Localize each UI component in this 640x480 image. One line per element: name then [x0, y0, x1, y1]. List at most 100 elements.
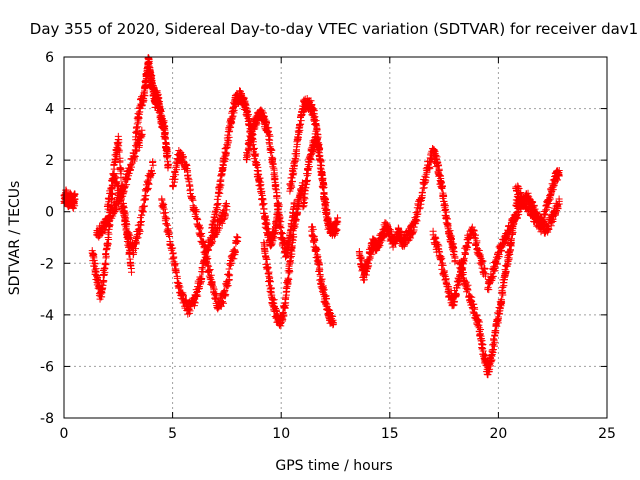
- data-point: [258, 201, 266, 209]
- y-tick-label: -4: [40, 308, 54, 324]
- data-point: [123, 176, 131, 184]
- data-point: [166, 238, 174, 246]
- data-point: [127, 261, 135, 269]
- data-point: [131, 239, 139, 247]
- data-point: [138, 130, 146, 138]
- data-point: [173, 166, 181, 174]
- data-point: [263, 119, 271, 127]
- data-point: [132, 129, 140, 137]
- data-point: [131, 152, 139, 160]
- data-point: [218, 219, 226, 227]
- y-tick-label: 4: [45, 102, 54, 118]
- data-point: [161, 209, 169, 217]
- data-point: [221, 155, 229, 163]
- data-point: [208, 239, 216, 247]
- data-point: [172, 171, 180, 179]
- data-point: [116, 165, 124, 173]
- data-point: [219, 298, 227, 306]
- data-point: [168, 245, 176, 253]
- data-point: [137, 217, 145, 225]
- data-point: [270, 230, 278, 238]
- y-tick-label: 2: [45, 153, 54, 169]
- data-point: [212, 292, 220, 300]
- data-point: [206, 266, 214, 274]
- x-tick-label: 5: [168, 426, 177, 442]
- data-point: [99, 284, 107, 292]
- data-point: [244, 107, 252, 115]
- data-point: [192, 208, 200, 216]
- data-point: [193, 215, 201, 223]
- data-point: [174, 160, 182, 168]
- data-point: [175, 281, 183, 289]
- data-point: [179, 292, 187, 300]
- data-point: [106, 195, 114, 203]
- data-point: [122, 220, 130, 228]
- data-point: [229, 112, 237, 120]
- data-point: [114, 182, 122, 190]
- x-tick-label: 0: [60, 426, 69, 442]
- data-point: [230, 106, 238, 114]
- data-point: [247, 136, 255, 144]
- data-point: [195, 285, 203, 293]
- x-axis-label: GPS time / hours: [275, 458, 392, 474]
- data-point: [204, 261, 212, 269]
- data-point: [198, 275, 206, 283]
- y-tick-label: -6: [40, 359, 54, 375]
- data-point: [261, 212, 269, 220]
- data-point: [256, 174, 264, 182]
- data-point: [218, 217, 226, 225]
- data-point: [212, 210, 220, 218]
- data-point: [185, 176, 193, 184]
- data-point: [196, 231, 204, 239]
- y-axis-label: SDTVAR / TECUs: [7, 181, 23, 296]
- data-point: [225, 265, 233, 273]
- data-point: [130, 249, 138, 257]
- data-point: [234, 234, 242, 241]
- data-point: [227, 259, 235, 267]
- data-point: [223, 203, 231, 211]
- data-point: [98, 286, 106, 294]
- data-point: [91, 260, 99, 268]
- data-point: [179, 290, 187, 298]
- data-point: [123, 181, 131, 189]
- data-point: [111, 173, 119, 181]
- data-point: [121, 217, 129, 225]
- data-point: [107, 189, 115, 197]
- data-point: [142, 192, 150, 200]
- data-point: [102, 261, 110, 269]
- data-point: [200, 243, 208, 251]
- data-point: [135, 226, 143, 234]
- data-point: [136, 227, 144, 235]
- data-point: [147, 166, 155, 174]
- data-point: [213, 200, 221, 208]
- data-point: [260, 112, 268, 120]
- data-point: [144, 185, 152, 193]
- data-point: [218, 170, 226, 178]
- y-tick-label: -2: [40, 256, 54, 272]
- data-point: [140, 202, 148, 210]
- data-point: [127, 166, 135, 174]
- data-point: [94, 273, 102, 281]
- data-point: [119, 203, 127, 211]
- data-point: [255, 170, 263, 178]
- data-point: [266, 136, 274, 144]
- data-point: [170, 178, 178, 186]
- y-tick-label: -8: [40, 411, 54, 427]
- data-point: [160, 205, 168, 213]
- data-point: [164, 161, 172, 169]
- data-point: [249, 131, 257, 139]
- data-point: [193, 291, 201, 299]
- data-point: [90, 256, 98, 264]
- data-point: [112, 204, 120, 212]
- data-points: [60, 54, 563, 379]
- data-point: [208, 281, 216, 289]
- data-point: [156, 103, 164, 111]
- data-point: [260, 205, 268, 213]
- data-point: [179, 153, 187, 161]
- data-point: [198, 263, 206, 271]
- x-tick-label: 20: [489, 426, 507, 442]
- data-point: [116, 157, 124, 165]
- data-point: [139, 208, 147, 216]
- data-point: [127, 234, 135, 242]
- data-point: [236, 88, 244, 96]
